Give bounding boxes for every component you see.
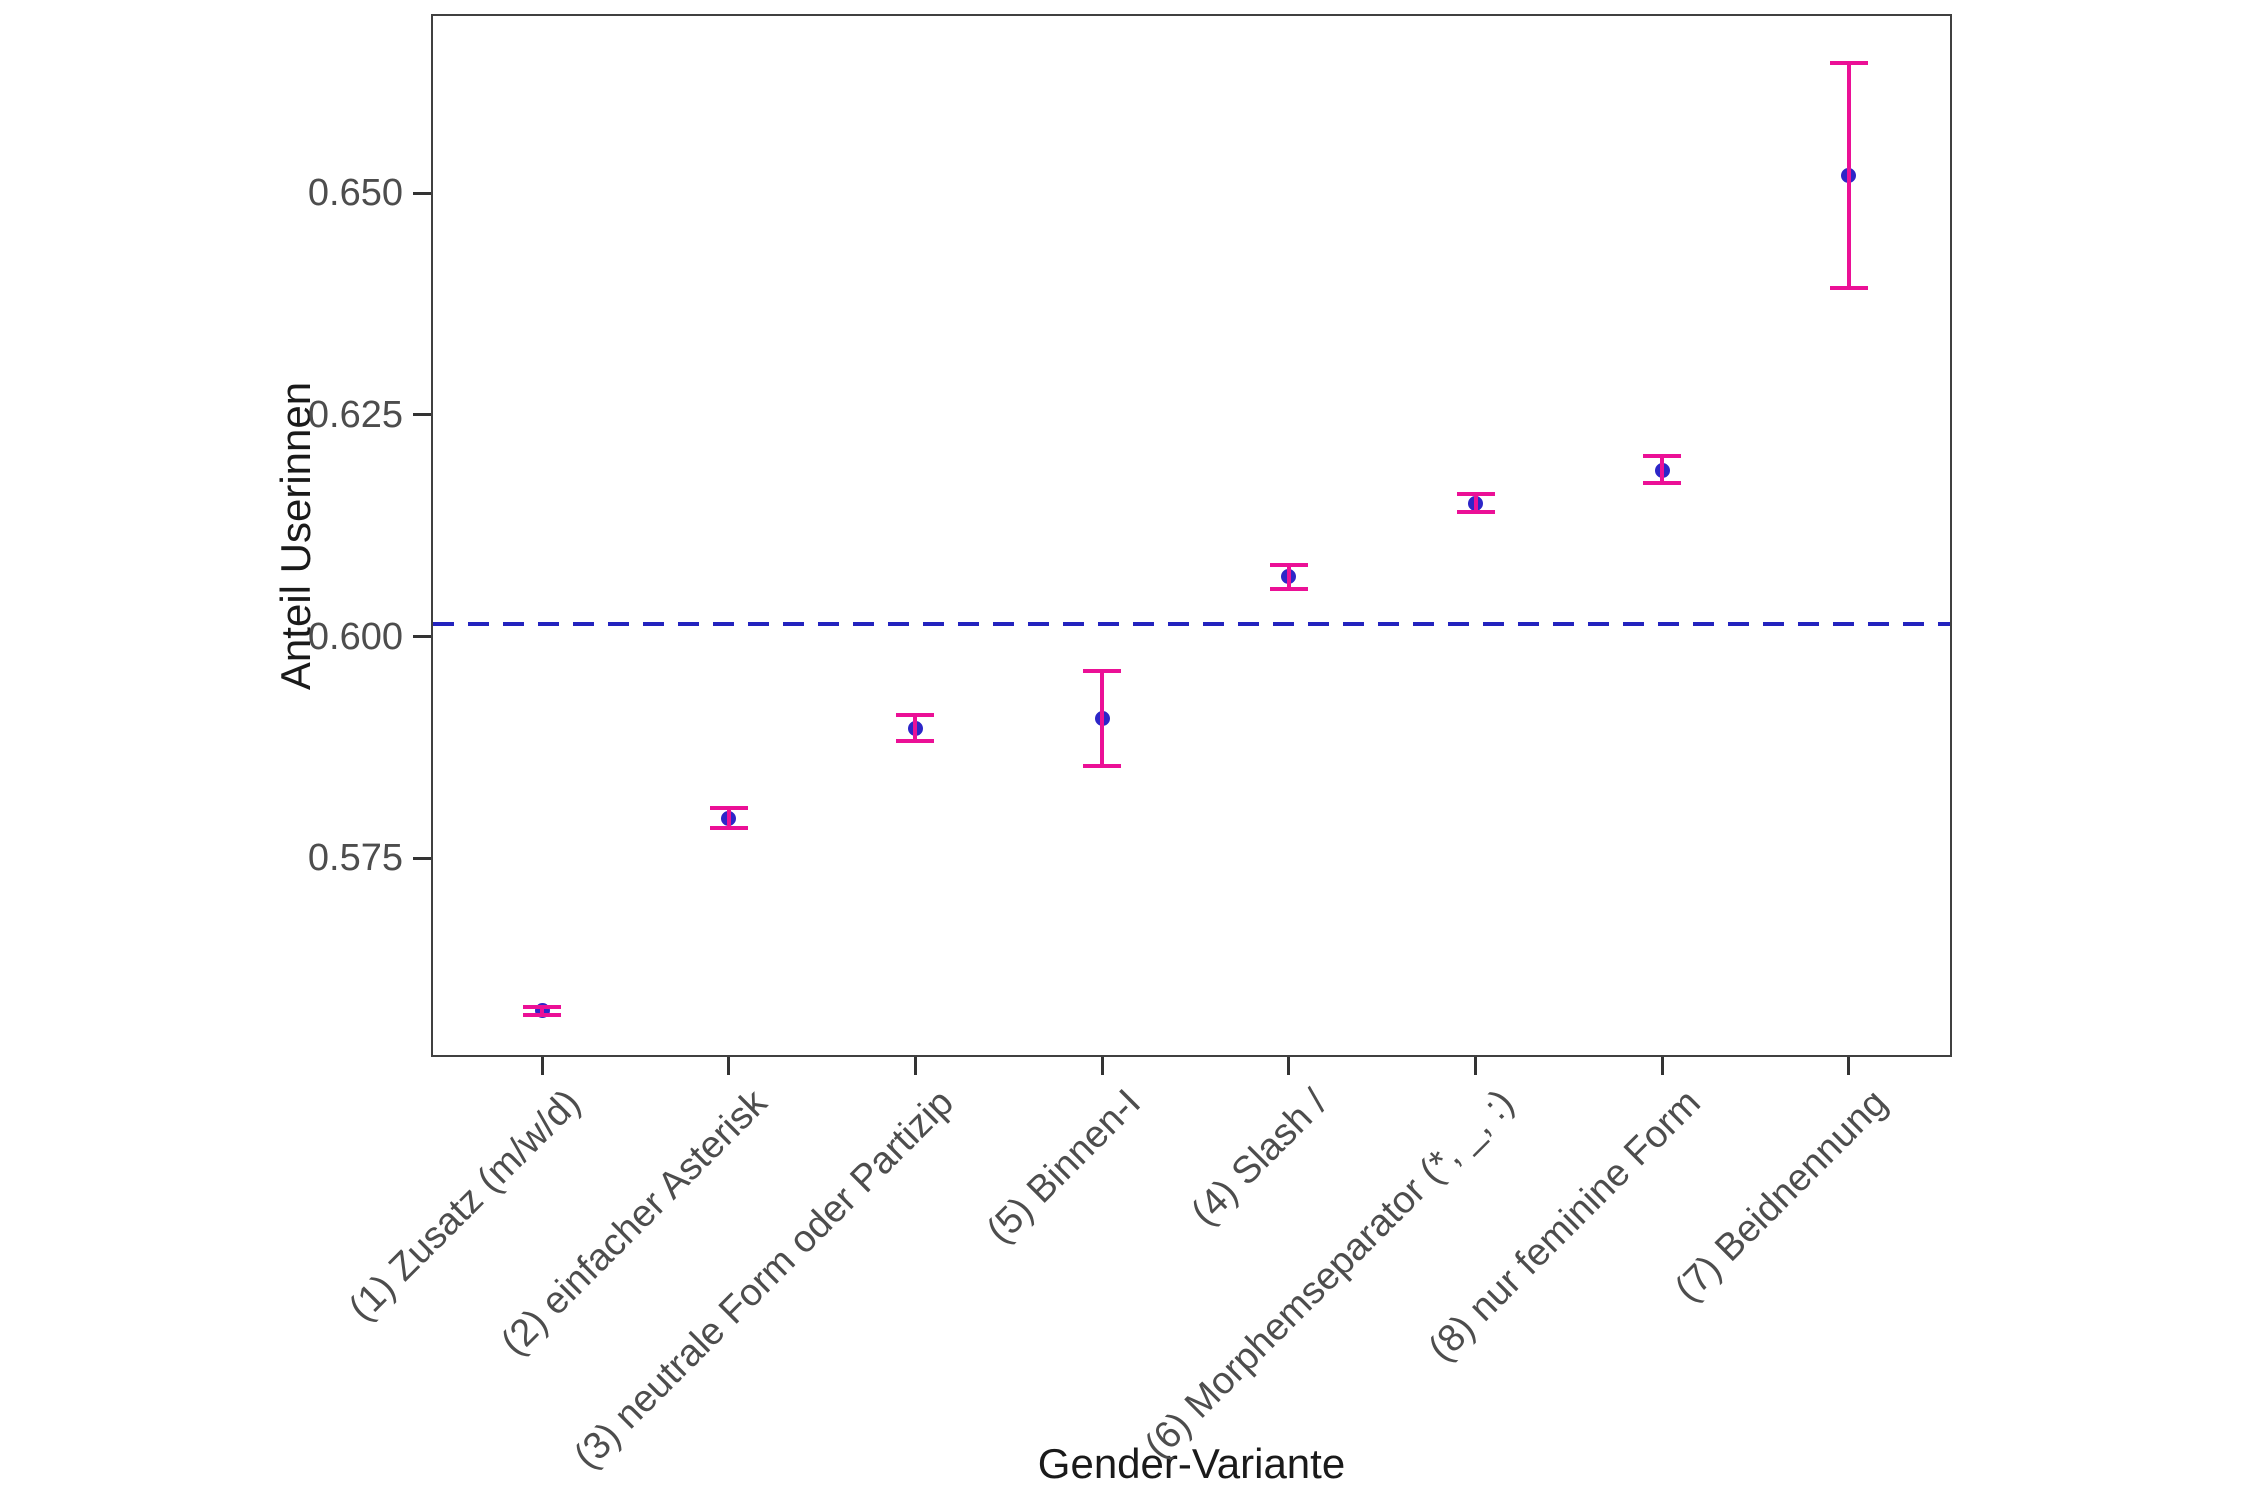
x-tick-mark xyxy=(913,1057,917,1075)
error-bar-cap xyxy=(523,1005,561,1010)
y-tick-label: 0.650 xyxy=(307,172,403,215)
error-bar-line xyxy=(1846,62,1851,288)
error-bar-line xyxy=(913,714,918,742)
y-tick-mark xyxy=(413,635,431,638)
error-bar-cap xyxy=(1643,481,1682,486)
x-tick-label: (5) Binnen-I xyxy=(978,1081,1149,1252)
error-bar-cap xyxy=(896,739,935,744)
y-tick-label: 0.575 xyxy=(307,837,403,880)
error-bar-line xyxy=(1286,564,1291,590)
x-tick-label: (4) Slash / xyxy=(1183,1081,1336,1234)
error-bar-line xyxy=(726,807,731,829)
error-bar-cap xyxy=(896,712,935,717)
error-bar-line xyxy=(540,1007,544,1016)
x-tick-mark xyxy=(1847,1057,1851,1075)
x-tick-label: (6) Morphemseparator (*, _, :) xyxy=(1136,1081,1522,1467)
y-tick-label: 0.625 xyxy=(307,393,403,436)
x-tick-label: (3) neutrale Form oder Partizip xyxy=(566,1081,962,1478)
error-bar-cap xyxy=(709,826,748,831)
reference-dashed-line xyxy=(433,622,1950,627)
x-tick-mark xyxy=(727,1057,731,1075)
x-tick-mark xyxy=(1287,1057,1291,1075)
error-bar-cap xyxy=(1829,60,1868,65)
error-bar-cap xyxy=(1083,763,1122,768)
error-bar-line xyxy=(1473,493,1478,513)
error-bar-line xyxy=(1660,455,1665,484)
error-bar-cap xyxy=(523,1013,561,1018)
plot-panel xyxy=(431,14,1952,1057)
error-bar-cap xyxy=(1829,285,1868,290)
y-tick-mark xyxy=(413,413,431,417)
error-bar-cap xyxy=(1269,562,1308,567)
y-tick-mark xyxy=(413,856,431,860)
x-tick-mark xyxy=(540,1057,544,1075)
x-tick-mark xyxy=(1100,1057,1104,1075)
error-bar-cap xyxy=(1269,587,1308,592)
error-bar-cap xyxy=(1643,453,1682,458)
x-axis-title: Gender-Variante xyxy=(1037,1440,1346,1487)
y-tick-label: 0.600 xyxy=(307,615,403,658)
error-bar-cap xyxy=(1456,491,1495,496)
x-tick-mark xyxy=(1660,1057,1664,1075)
error-bar-cap xyxy=(1456,510,1495,515)
error-bar-cap xyxy=(709,805,748,810)
error-bar-line xyxy=(1100,671,1105,766)
error-bar-cap xyxy=(1083,669,1122,674)
x-tick-mark xyxy=(1474,1057,1477,1075)
y-tick-mark xyxy=(413,191,431,195)
